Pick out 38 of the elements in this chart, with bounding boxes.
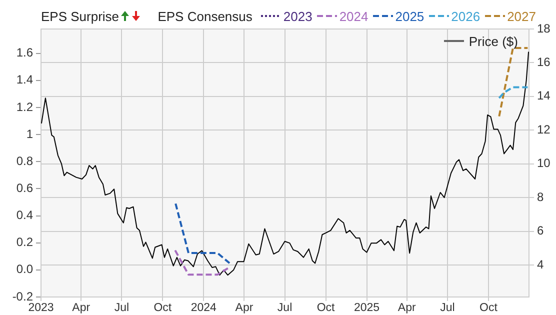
legend-label: 2024 xyxy=(339,8,368,24)
x-tick-label: Apr xyxy=(72,302,90,314)
x-tick-label: Oct xyxy=(316,302,336,314)
x-tick-label: 2023 xyxy=(28,302,54,314)
y2-tick-label: 14 xyxy=(537,88,551,103)
y-tick-label: 1.6 xyxy=(16,46,34,60)
y2-tick-label: 12 xyxy=(537,122,551,136)
y2-tick-label: 6 xyxy=(537,224,544,238)
y-tick-label: 0.6 xyxy=(16,181,34,196)
y-tick-label: 1 xyxy=(26,126,34,141)
y-tick-label: -0.2 xyxy=(12,289,34,304)
y2-tick-label: 8 xyxy=(537,190,544,204)
y2-tick-label: 18 xyxy=(537,21,551,36)
legend-label: 2025 xyxy=(395,8,424,24)
legend-title: EPS Consensus xyxy=(158,8,252,24)
y-tick-label: 0.8 xyxy=(16,154,34,168)
x-tick-label: Oct xyxy=(480,302,498,314)
x-tick-label: 2025 xyxy=(354,302,380,314)
legend-label: 2023 xyxy=(283,8,312,24)
y-tick-label: 1.4 xyxy=(16,72,34,87)
series-label: Price ($) xyxy=(468,34,518,49)
y-tick-label: 0.4 xyxy=(16,208,34,222)
y-tick-label: 1.2 xyxy=(16,100,34,114)
y2-tick-label: 16 xyxy=(537,55,551,70)
x-tick-label: Jul xyxy=(277,302,292,314)
y2-tick-label: 10 xyxy=(537,156,551,170)
x-tick-label: Apr xyxy=(398,302,416,314)
x-tick-label: 2024 xyxy=(190,302,218,314)
x-tick-label: Jul xyxy=(440,302,455,314)
legend-label: 2026 xyxy=(451,8,480,24)
x-tick-label: Apr xyxy=(235,302,254,314)
x-tick-label: Oct xyxy=(154,302,172,314)
x-tick-label: Jul xyxy=(114,302,130,314)
y2-tick-label: 4 xyxy=(537,257,544,272)
y-tick-label: 0.2 xyxy=(16,235,34,250)
legend-label: 2027 xyxy=(507,8,536,24)
text: EPS Surprise xyxy=(41,8,120,24)
y-tick-label: 0.0 xyxy=(16,262,34,276)
